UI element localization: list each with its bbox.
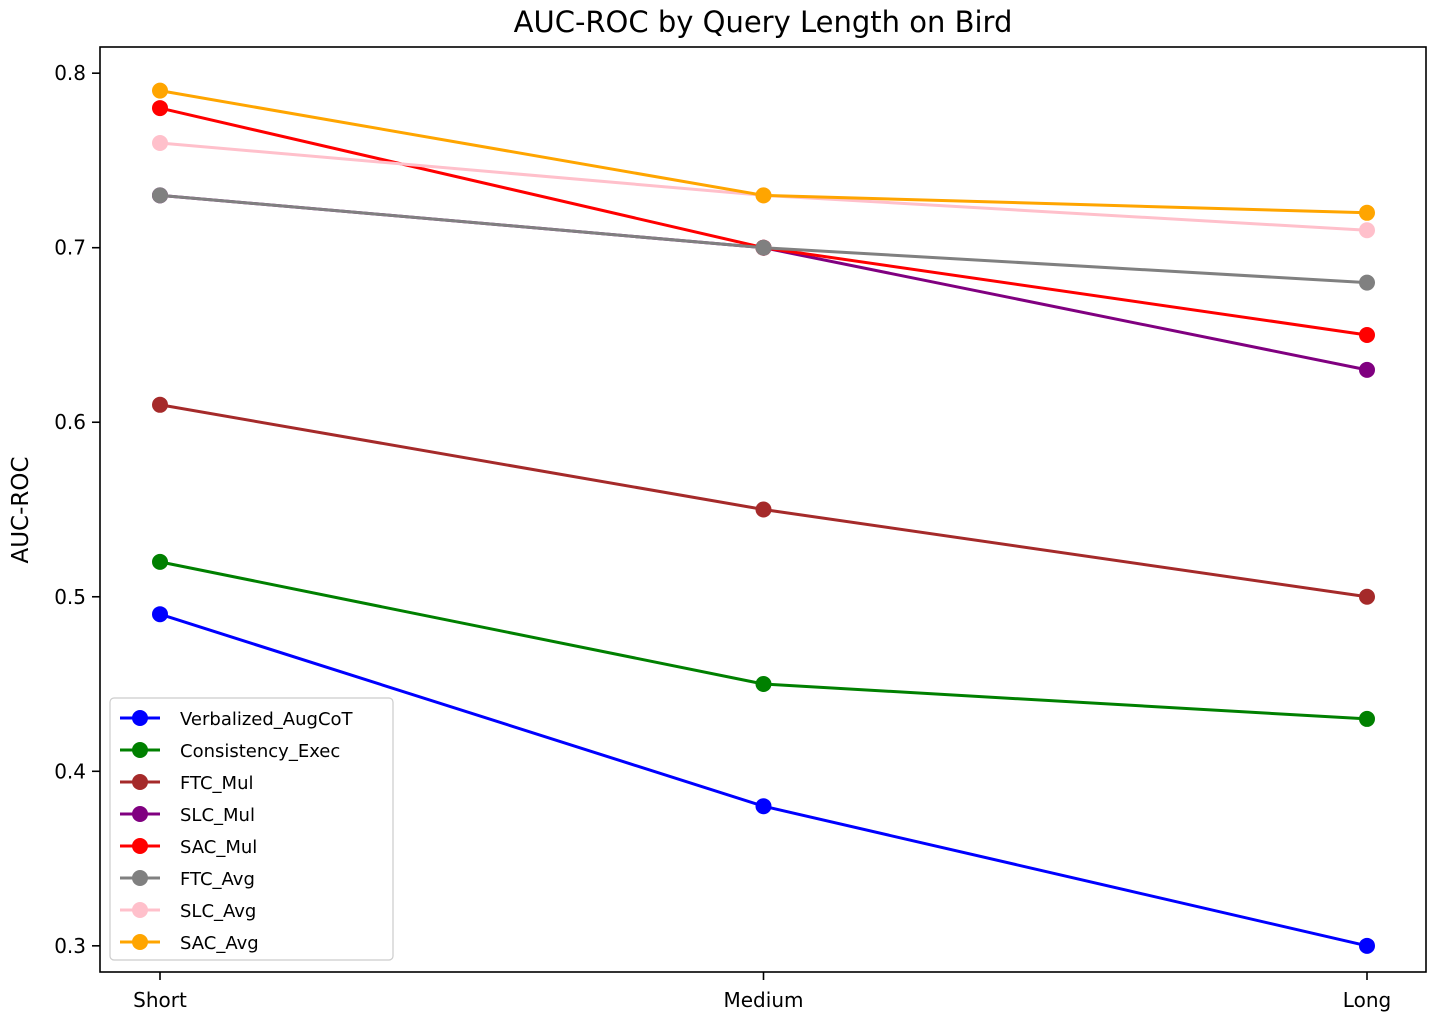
legend-item-SAC_Mul: SAC_Mul xyxy=(120,837,257,858)
legend-marker xyxy=(132,806,148,822)
legend-item-FTC_Mul: FTC_Mul xyxy=(120,773,254,794)
legend-marker xyxy=(132,742,148,758)
legend-label: Verbalized_AugCoT xyxy=(180,709,354,730)
data-point xyxy=(755,239,772,256)
series-line xyxy=(158,193,1369,372)
legend-item-Consistency_Exec: Consistency_Exec xyxy=(120,741,340,762)
series-line xyxy=(158,560,1369,721)
legend-label: FTC_Mul xyxy=(180,773,254,794)
y-tick-label: 0.8 xyxy=(54,61,86,85)
y-tick-label: 0.3 xyxy=(54,934,86,958)
data-point xyxy=(1359,588,1375,605)
data-point xyxy=(152,606,168,623)
series-line xyxy=(158,106,1369,337)
legend-item-SLC_Mul: SLC_Mul xyxy=(120,805,255,826)
data-point xyxy=(152,187,168,204)
legend-item-SLC_Avg: SLC_Avg xyxy=(120,901,256,922)
x-tick-label: Short xyxy=(133,988,187,1012)
y-tick-label: 0.4 xyxy=(54,759,86,783)
data-point xyxy=(755,187,772,204)
legend-marker xyxy=(132,838,148,854)
legend-item-Verbalized_AugCoT: Verbalized_AugCoT xyxy=(120,709,354,730)
legend-label: SAC_Avg xyxy=(180,933,259,954)
y-tick-label: 0.7 xyxy=(54,236,86,260)
series-Verbalized_AugCoT xyxy=(152,606,1375,954)
data-point xyxy=(1359,222,1375,239)
legend-label: SLC_Avg xyxy=(180,901,256,922)
legend-frame xyxy=(109,697,394,961)
x-tick-label: Medium xyxy=(724,988,804,1012)
legend-marker xyxy=(132,774,148,790)
data-point xyxy=(1359,204,1375,221)
y-tick-label: 0.5 xyxy=(54,585,86,609)
y-axis-label: AUC-ROC xyxy=(8,456,34,563)
y-tick-label: 0.6 xyxy=(54,410,86,434)
legend-label: FTC_Avg xyxy=(180,869,255,890)
data-point xyxy=(1359,274,1375,291)
series-layer xyxy=(152,82,1375,954)
data-point xyxy=(755,501,772,518)
data-point xyxy=(152,82,168,99)
series-FTC_Mul xyxy=(152,396,1375,605)
x-tick-label: Long xyxy=(1343,988,1391,1012)
chart-title: AUC-ROC by Query Length on Bird xyxy=(514,5,1013,39)
legend-marker xyxy=(132,902,148,918)
series-line xyxy=(158,403,1369,599)
data-point xyxy=(1359,326,1375,343)
data-point xyxy=(1359,937,1375,954)
data-point xyxy=(755,798,772,815)
legend-label: SAC_Mul xyxy=(180,837,257,858)
legend: Verbalized_AugCoT Consistency_Exec FTC_Mul… xyxy=(109,697,394,961)
series-SLC_Mul xyxy=(152,187,1375,378)
data-point xyxy=(1359,710,1375,727)
series-line xyxy=(158,141,1369,232)
data-point xyxy=(152,396,168,413)
legend-item-FTC_Avg: FTC_Avg xyxy=(120,869,255,890)
legend-marker xyxy=(132,870,148,886)
data-point xyxy=(755,676,772,693)
legend-marker xyxy=(132,710,148,726)
legend-label: SLC_Mul xyxy=(180,805,255,826)
series-SAC_Avg xyxy=(152,82,1375,221)
series-Consistency_Exec xyxy=(152,553,1375,727)
legend-item-SAC_Avg: SAC_Avg xyxy=(120,933,259,954)
data-point xyxy=(152,100,168,117)
axes-layer: 0.3 0.4 0.5 0.6 0.7 0.8 Short Medium Long xyxy=(54,46,1427,1012)
data-point xyxy=(152,553,168,570)
data-point xyxy=(152,134,168,151)
series-SLC_Avg xyxy=(152,134,1375,239)
series-FTC_Avg xyxy=(152,187,1375,291)
legend-label: Consistency_Exec xyxy=(180,741,340,762)
legend-marker xyxy=(132,934,148,950)
data-point xyxy=(1359,361,1375,378)
